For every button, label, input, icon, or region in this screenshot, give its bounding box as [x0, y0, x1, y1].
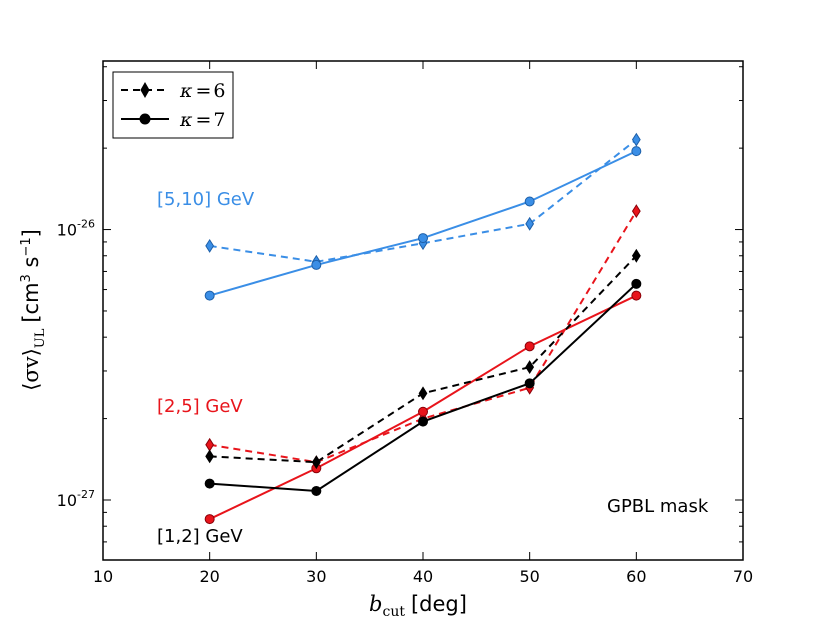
x-tick-label: 30 [306, 567, 326, 586]
legend: κ = 6 κ = 7 [112, 71, 234, 139]
series-line [209, 150, 637, 297]
data-point-circle [524, 196, 535, 207]
legend-marker-circle [139, 113, 151, 125]
data-point-circle [204, 514, 215, 525]
data-point-diamond [631, 204, 641, 219]
x-tick-label: 40 [413, 567, 433, 586]
data-point-diamond [205, 437, 215, 452]
data-point-circle [524, 341, 535, 352]
data-point-circle [631, 146, 642, 157]
series-layer [204, 132, 642, 525]
data-point-diamond [418, 386, 428, 401]
x-tick-label: 60 [626, 567, 646, 586]
data-point-circle [418, 406, 428, 417]
y-tick-label: 10-27 [57, 488, 95, 510]
data-point-diamond [205, 449, 215, 464]
data-point-circle [204, 290, 215, 301]
annotation-band-2-5: [2,5] GeV [157, 396, 243, 417]
data-point-diamond [525, 360, 535, 375]
x-axis-label: bcut [deg] [369, 592, 467, 620]
annotation-band-1-2: [1,2] GeV [157, 526, 243, 547]
data-point-circle [631, 290, 642, 301]
data-point-diamond [311, 455, 321, 470]
plot-frame [102, 60, 744, 561]
data-point-circle [418, 233, 428, 244]
data-point-circle [311, 485, 322, 496]
legend-label-kappa7: κ = 7 [179, 109, 225, 131]
x-tick-label: 10 [93, 567, 113, 586]
data-point-circle [631, 278, 642, 289]
data-point-circle [524, 378, 535, 389]
data-point-diamond [631, 248, 641, 263]
data-point-diamond [525, 216, 535, 231]
tick-labels: 10 20 30 40 50 60 70 10-27 10-26 [57, 218, 754, 586]
legend-box [112, 71, 234, 139]
data-point-circle [311, 259, 322, 270]
legend-label-kappa6: κ = 6 [179, 80, 225, 102]
x-tick-label: 50 [519, 567, 539, 586]
series-line [209, 255, 638, 464]
legend-marker-diamond [140, 81, 150, 99]
data-point-diamond [205, 238, 215, 253]
y-tick-label: 10-26 [57, 218, 95, 240]
x-tick-label: 70 [733, 567, 753, 586]
series-line [209, 210, 638, 464]
y-axis-label: ⟨σv⟩UL[cm3 s−1] [19, 229, 48, 391]
annotation-mask: GPBL mask [607, 496, 709, 517]
annotation-band-5-10: [5,10] GeV [157, 189, 255, 210]
data-point-circle [204, 478, 215, 489]
data-point-diamond [631, 132, 641, 147]
x-tick-label: 20 [199, 567, 219, 586]
data-point-circle [418, 416, 428, 427]
